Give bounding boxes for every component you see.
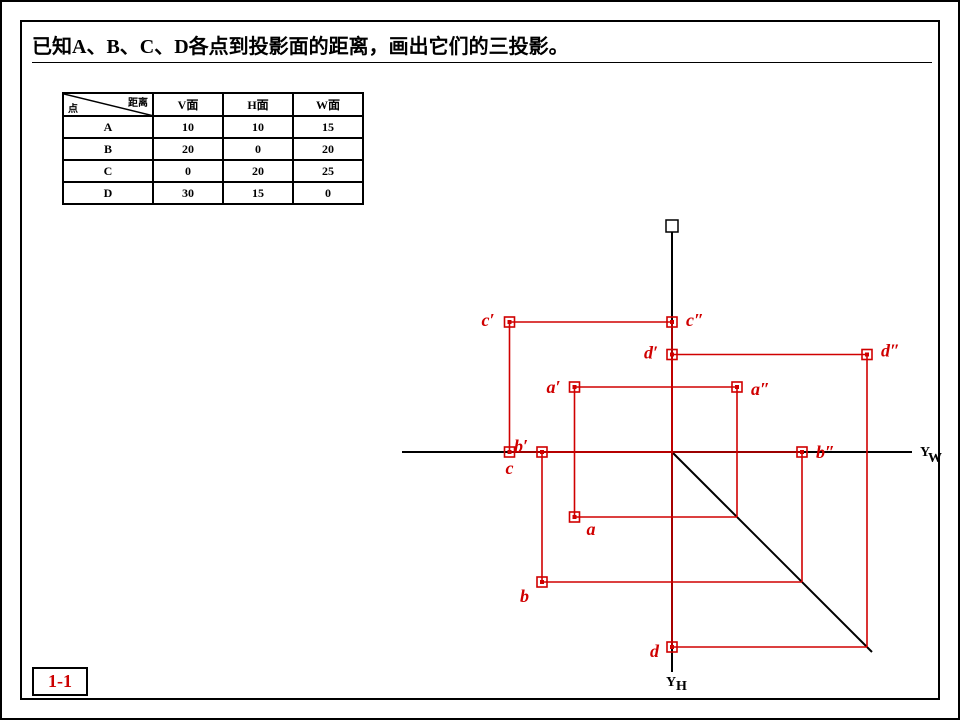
point-label: c″ <box>686 310 704 330</box>
point-label: d″ <box>881 341 900 361</box>
cell: 10 <box>153 116 223 138</box>
point-label: c′ <box>482 310 495 330</box>
row-label: A <box>63 116 153 138</box>
row-label: B <box>63 138 153 160</box>
table-corner: 距离点 <box>63 93 153 116</box>
table-header: W面 <box>293 93 363 116</box>
cell: 25 <box>293 160 363 182</box>
table-row: A101015 <box>63 116 363 138</box>
svg-text:W: W <box>928 451 942 466</box>
point-label: a″ <box>751 379 770 399</box>
point-label: b <box>520 586 529 606</box>
cell: 20 <box>293 138 363 160</box>
point-label: c <box>506 458 514 478</box>
cell: 15 <box>293 116 363 138</box>
table-row: D30150 <box>63 182 363 204</box>
table-row: C02025 <box>63 160 363 182</box>
table-header: H面 <box>223 93 293 116</box>
page-frame: 已知A、B、C、D各点到投影面的距离，画出它们的三投影。 距离点V面H面W面A1… <box>0 0 960 720</box>
point-label: b′ <box>514 436 528 456</box>
point-label: a′ <box>547 377 561 397</box>
cell: 30 <box>153 182 223 204</box>
page-number: 1-1 <box>32 667 88 696</box>
table-row: B20020 <box>63 138 363 160</box>
title-rule <box>32 62 932 63</box>
cell: 0 <box>223 138 293 160</box>
row-label: D <box>63 182 153 204</box>
point-label: d <box>650 641 660 661</box>
cell: 10 <box>223 116 293 138</box>
distance-table: 距离点V面H面W面A101015B20020C02025D30150 <box>62 92 364 205</box>
row-label: C <box>63 160 153 182</box>
projection-diagram: YWYHaa′a″bb′b″cc′c″dd′d″ <box>342 212 942 692</box>
cell: 0 <box>153 160 223 182</box>
point-label: a <box>587 519 596 539</box>
cell: 0 <box>293 182 363 204</box>
cell: 20 <box>153 138 223 160</box>
table-header: V面 <box>153 93 223 116</box>
point-label: b″ <box>816 442 835 462</box>
problem-title: 已知A、B、C、D各点到投影面的距离，画出它们的三投影。 <box>32 30 569 59</box>
svg-text:Y: Y <box>666 675 676 690</box>
svg-text:H: H <box>676 679 687 692</box>
point-label: d′ <box>644 343 658 363</box>
cell: 20 <box>223 160 293 182</box>
cell: 15 <box>223 182 293 204</box>
